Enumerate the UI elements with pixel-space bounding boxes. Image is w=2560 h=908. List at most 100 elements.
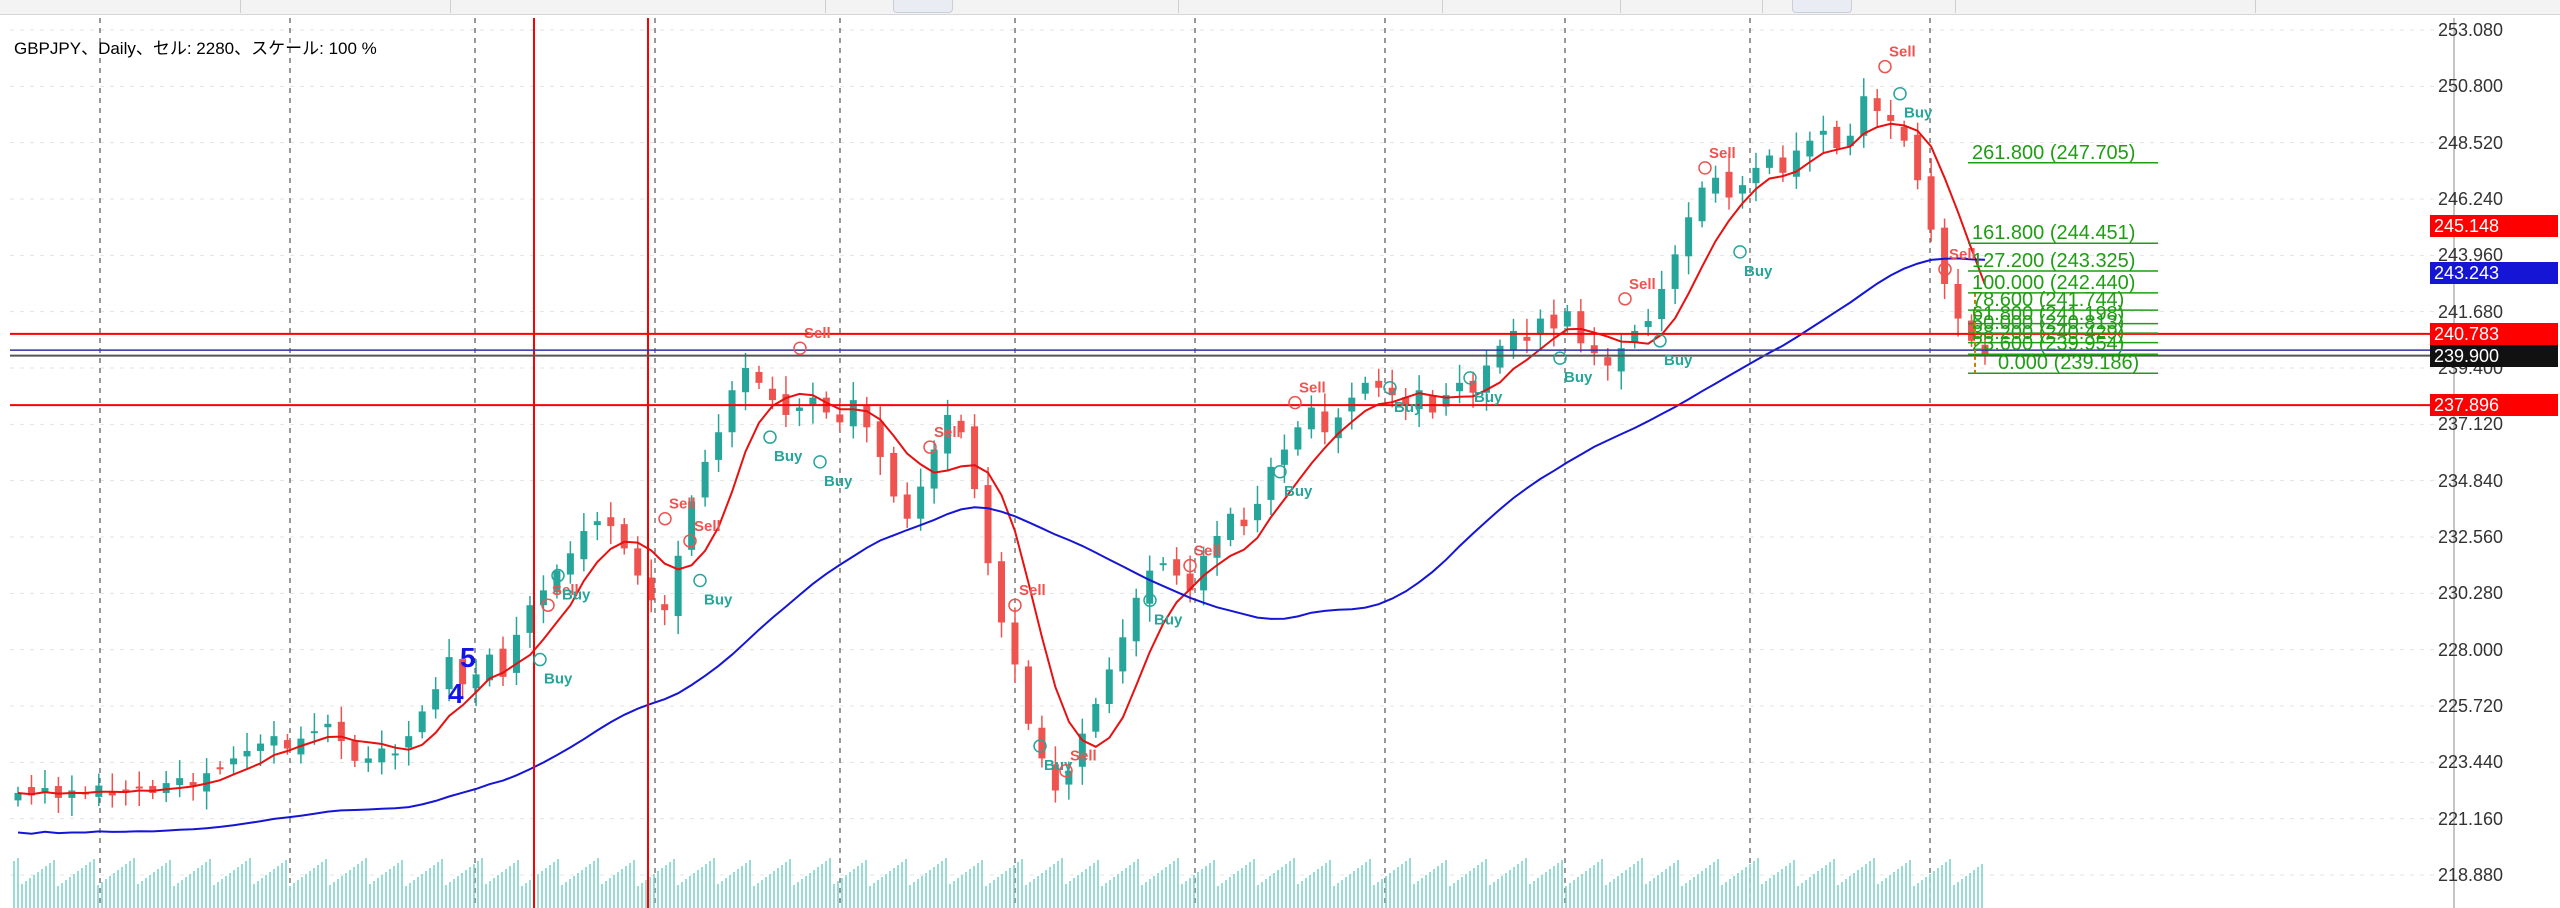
candle-body [836, 414, 844, 423]
candle-body [391, 753, 399, 756]
buy-signal-marker [1273, 465, 1287, 479]
candle-body [378, 748, 386, 763]
sell-signal-marker [1618, 292, 1632, 306]
price-tag: 237.896 [2430, 394, 2558, 417]
toolbar-separator [1442, 0, 1443, 13]
price-axis-tick: 234.840 [2438, 470, 2504, 491]
candle-body [1968, 320, 1976, 341]
candle-body [512, 634, 520, 673]
candle-body [499, 648, 507, 677]
price-axis-tick: 241.680 [2438, 301, 2504, 322]
moving-average-slow [17, 257, 1986, 835]
buy-signal-marker [1733, 245, 1747, 259]
candle-body [1442, 395, 1450, 407]
toolbar-separator [1955, 0, 1956, 13]
candle-body [728, 390, 736, 433]
sell-signal-marker [658, 511, 672, 526]
buy-signal-marker [1383, 381, 1397, 395]
candle-body [607, 517, 615, 527]
candle-body [1577, 311, 1585, 344]
fibonacci-level-label: 0.000 (239.186) [1998, 352, 2140, 375]
candle-body [1819, 130, 1827, 135]
candle-body [1752, 167, 1760, 184]
buy-signal-marker [1143, 593, 1157, 608]
candle-body [984, 485, 992, 564]
candle-body [1738, 185, 1746, 194]
sell-signal-label: Sell [1194, 543, 1221, 560]
candle-body [971, 426, 979, 490]
candle-body [634, 548, 642, 576]
buy-signal-label: Buy [824, 473, 853, 490]
candles [14, 78, 1989, 816]
candle-body [1119, 637, 1127, 672]
candle-body [1200, 555, 1208, 591]
candle-body [1146, 570, 1154, 604]
candle-body [1779, 157, 1787, 173]
sell-signal-marker [1288, 395, 1302, 410]
fibonacci-level-label: 50.000 (240.813) [1972, 312, 2125, 335]
price-axis-tick: 218.880 [2438, 865, 2504, 885]
candle-body [849, 400, 857, 427]
toolbar-button[interactable] [893, 0, 953, 13]
candle-body [539, 590, 547, 606]
candle-body [257, 743, 265, 751]
candle-body [1240, 519, 1248, 527]
candle-body [1792, 150, 1800, 177]
candle-body [1873, 98, 1881, 112]
sell-signal-label: Sell [1070, 748, 1097, 765]
candle-body [809, 397, 817, 406]
candle-body [566, 553, 574, 575]
sell-signal-label: Sell [1629, 276, 1656, 293]
price-axis-tick: 250.800 [2438, 76, 2504, 97]
candle-body [230, 758, 238, 765]
candle-body [957, 420, 965, 433]
candle-body [1415, 390, 1423, 410]
candle-body [283, 740, 291, 749]
wave-label-5: 5 [460, 642, 476, 673]
candle-body [1765, 155, 1773, 168]
price-axis-tick: 223.440 [2438, 752, 2504, 773]
candle-body [405, 736, 413, 748]
buy-signal-marker [533, 652, 547, 667]
buy-signal-label: Buy [544, 671, 573, 688]
candle-body [364, 758, 372, 763]
candle-body [890, 452, 898, 497]
candle-body [1011, 622, 1019, 665]
candle-body [1334, 417, 1342, 439]
fibonacci-level-label: 38.200 (240.429) [1972, 321, 2125, 344]
candle-body [41, 788, 49, 792]
candle-body [1685, 217, 1693, 257]
toolbar-separator [240, 0, 241, 13]
candle-body [1590, 345, 1598, 354]
sell-signal-marker [793, 341, 807, 355]
buy-signal-label: Buy [1664, 352, 1693, 369]
candle-body [418, 711, 426, 733]
candle-body [620, 524, 628, 549]
fibonacci-level-label: 78.600 (241.744) [1972, 289, 2125, 312]
toolbar-button[interactable] [1792, 0, 1852, 13]
price-axis-tick: 225.720 [2438, 696, 2504, 716]
toolbar-separator [2255, 0, 2256, 13]
candle-body [1698, 187, 1706, 222]
candle-body [1927, 176, 1935, 230]
sell-signal-label: Sell [1709, 145, 1736, 162]
candle-body [270, 736, 278, 746]
candle-body [122, 789, 130, 792]
candle-body [1833, 126, 1841, 149]
price-axis-tick: 253.080 [2438, 20, 2504, 40]
candle-body [243, 750, 251, 757]
candle-body [1536, 318, 1544, 335]
buy-signal-label: Buy [562, 587, 591, 604]
candle-body [1469, 380, 1477, 393]
candle-body [1644, 321, 1652, 327]
candle-body [1887, 114, 1895, 121]
buy-signal-label: Buy [1394, 399, 1423, 416]
buy-signal-marker [551, 568, 565, 583]
candle-body [1267, 466, 1275, 500]
sell-signal-label: Sell [804, 325, 831, 342]
candle-body [216, 767, 224, 770]
candle-body [459, 659, 467, 685]
sell-signal-label: Sell [1299, 380, 1326, 397]
